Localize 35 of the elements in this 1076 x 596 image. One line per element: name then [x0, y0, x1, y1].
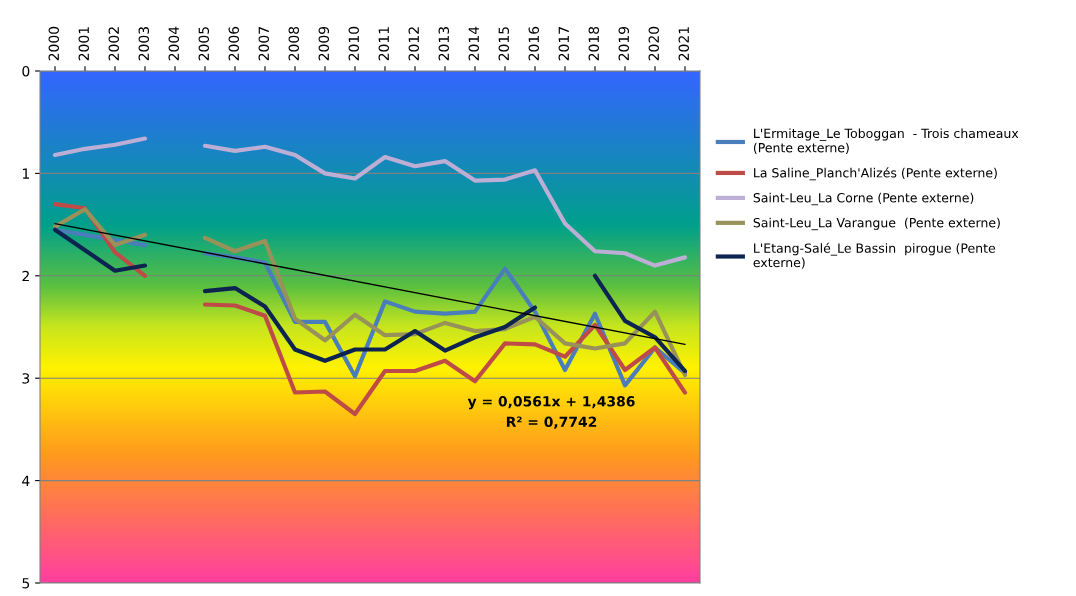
x-tick-label: 2019: [618, 26, 630, 61]
x-tick-label: 2020: [648, 26, 660, 61]
y-tick-label: 3: [22, 373, 30, 384]
x-tick-label: 2010: [348, 26, 360, 61]
legend-label: L'Ermitage_Le Toboggan - Trois chameaux (Pente externe): [753, 128, 1019, 154]
x-tick-label: 2011: [378, 27, 390, 61]
x-tick-label: 2003: [138, 27, 150, 61]
x-tick-label: 2021: [678, 27, 690, 61]
x-tick-label: 2008: [288, 26, 300, 61]
x-tick-label: 2016: [528, 26, 540, 61]
x-tick-label: 2001: [78, 27, 90, 61]
y-tick-label: 5: [22, 578, 30, 589]
legend-label: Saint-Leu_La Varangue (Pente externe): [753, 217, 1000, 231]
x-tick-label: 2006: [228, 26, 240, 61]
x-tick-label: 2015: [498, 27, 510, 61]
x-tick-label: 2009: [318, 26, 330, 61]
annotation: y = 0,0561x + 1,4386: [467, 396, 635, 410]
annotation: R² = 0,7742: [506, 416, 597, 429]
y-tick-label: 4: [22, 475, 30, 486]
x-tick-label: 2007: [258, 27, 270, 61]
x-tick-label: 2012: [408, 27, 420, 61]
x-tick-label: 2000: [48, 26, 60, 61]
x-tick-label: 2017: [558, 27, 570, 61]
legend-label: Saint-Leu_La Corne (Pente externe): [753, 192, 974, 206]
legend-label: L'Etang-Salé_Le Bassin pirogue (Pente externe): [753, 242, 996, 269]
x-tick-label: 2004: [168, 26, 180, 61]
y-tick-label: 0: [22, 65, 30, 77]
y-tick-label: 1: [22, 168, 29, 179]
y-tick-label: 2: [22, 270, 29, 282]
x-tick-label: 2013: [438, 27, 450, 61]
x-tick-label: 2002: [108, 27, 120, 61]
x-tick-label: 2005: [198, 27, 210, 61]
legend-label: La Saline_Planch'Alizés (Pente externe): [754, 167, 997, 181]
x-tick-label: 2014: [468, 26, 480, 61]
x-tick-label: 2018: [588, 26, 600, 61]
